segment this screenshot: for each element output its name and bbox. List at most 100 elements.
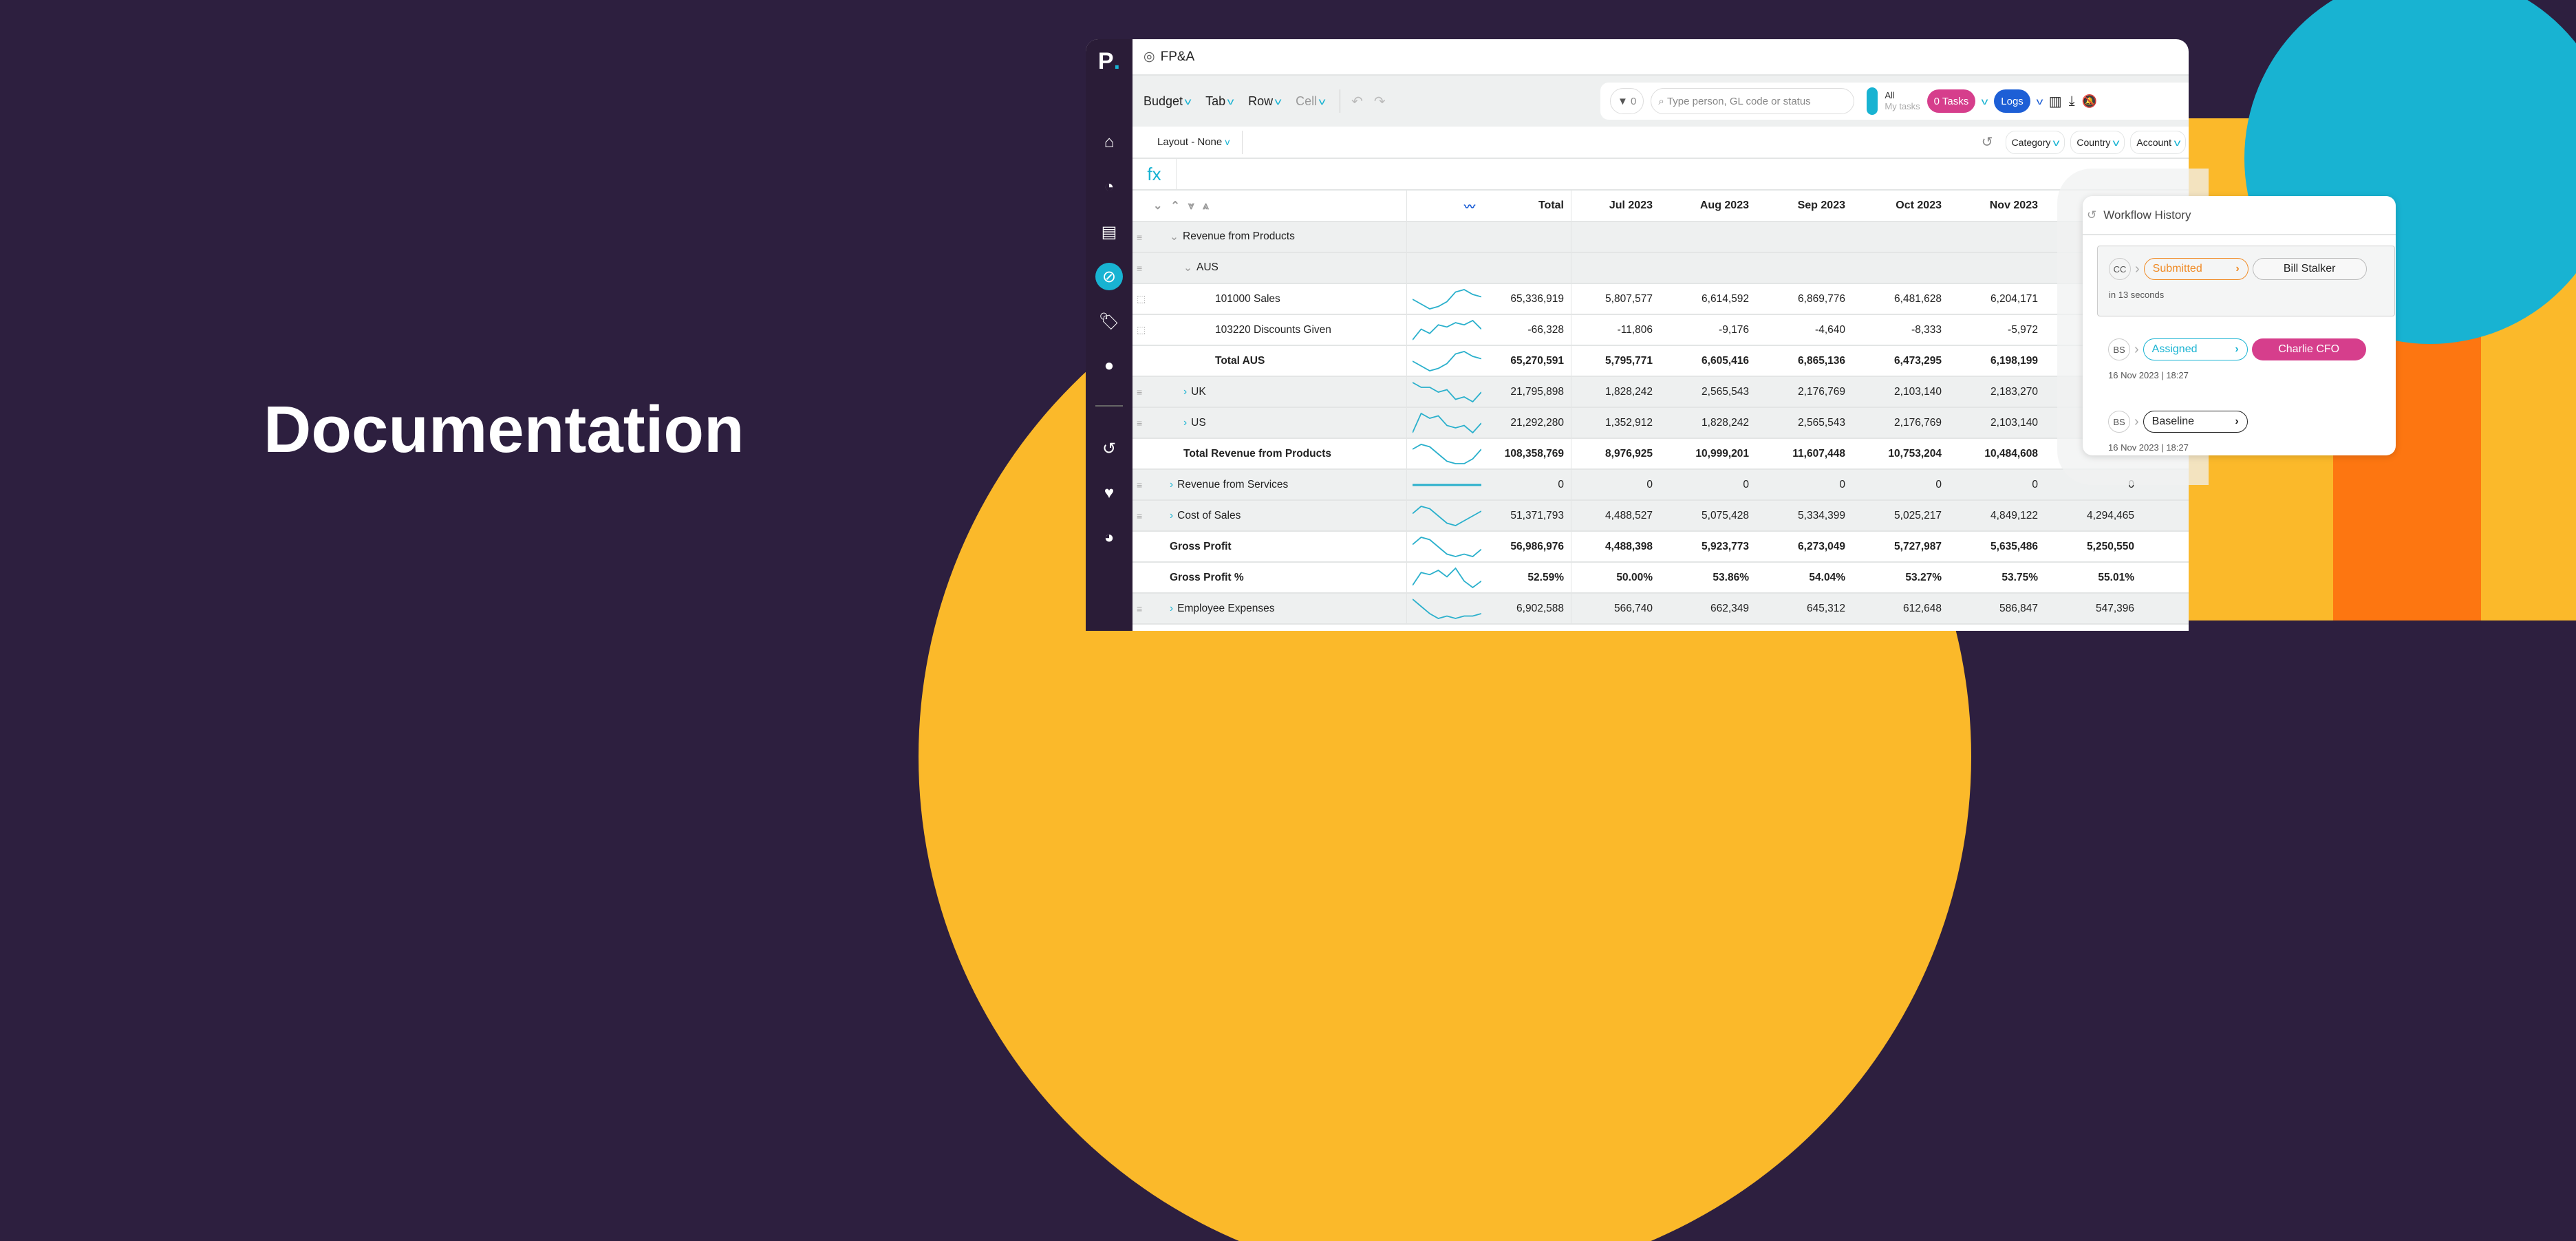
month-cell[interactable]: 6,481,628 [1894, 292, 1942, 305]
month-cell[interactable] [1860, 253, 1957, 283]
filter-category[interactable]: Category v [2005, 130, 2065, 154]
month-cell[interactable]: 0 [2032, 478, 2038, 490]
month-cell[interactable]: 5,727,987 [1894, 540, 1942, 552]
row-menu-icon[interactable]: ≡ [1137, 479, 1143, 490]
filter-button[interactable]: ▼ 0 [1610, 88, 1644, 114]
month-cell[interactable]: 2,176,769 [1798, 385, 1845, 398]
month-cell[interactable]: 2,565,543 [1702, 385, 1749, 398]
month-cell[interactable]: 53.75% [2001, 571, 2038, 583]
home-icon[interactable]: ⌂ [1104, 133, 1115, 151]
month-cell[interactable]: 662,349 [1710, 602, 1749, 614]
row-menu-icon[interactable]: ≡ [1137, 386, 1143, 398]
month-cell[interactable]: 1,352,912 [1605, 416, 1653, 429]
month-cell[interactable]: 0 [1646, 478, 1653, 490]
chevron-right-icon[interactable]: › [1183, 416, 1188, 429]
month-cell[interactable]: 6,273,049 [1798, 540, 1845, 552]
chevron-right-icon[interactable]: › [1170, 478, 1174, 490]
chevron-right-icon[interactable]: › [1170, 602, 1174, 614]
month-cell[interactable]: 53.27% [1905, 571, 1942, 583]
logs-button[interactable]: Logs [1994, 89, 2030, 113]
month-cell[interactable]: 566,740 [1613, 602, 1653, 614]
tag-icon[interactable]: 🏷 [1098, 312, 1120, 331]
month-cell[interactable] [1764, 222, 1860, 252]
chevron-down-icon[interactable]: ⌄ [1183, 262, 1192, 274]
chevron-down-icon[interactable]: v [2036, 96, 2043, 107]
month-cell[interactable] [1957, 253, 2053, 283]
month-cell[interactable]: 0 [1935, 478, 1942, 490]
logo[interactable]: P. [1097, 47, 1121, 74]
month-cell[interactable] [1860, 222, 1957, 252]
month-cell[interactable]: 50.00% [1616, 571, 1653, 583]
chevron-down-icon[interactable]: ⌄ [1170, 231, 1179, 243]
month-cell[interactable]: 645,312 [1806, 602, 1845, 614]
month-cell[interactable]: 5,795,771 [1605, 354, 1653, 367]
tasks-button[interactable]: 0 Tasks [1926, 89, 1976, 113]
month-cell[interactable]: 586,847 [1999, 602, 2038, 614]
month-cell[interactable]: 4,488,527 [1605, 509, 1653, 521]
history-icon[interactable]: ↺ [1102, 439, 1117, 458]
gauge-icon[interactable]: ◕ [1104, 528, 1115, 547]
month-cell[interactable]: 0 [1839, 478, 1845, 490]
month-cell[interactable]: 4,294,465 [2087, 509, 2134, 521]
month-cell[interactable]: 5,334,399 [1798, 509, 1845, 521]
heart-icon[interactable]: ♥ [1104, 484, 1115, 502]
month-cell[interactable]: 6,198,199 [1990, 354, 2038, 367]
month-cell[interactable]: 2,103,140 [1894, 385, 1942, 398]
month-cell[interactable]: 5,923,773 [1702, 540, 1749, 552]
filter-account[interactable]: Account v [2130, 130, 2186, 154]
formula-bar[interactable]: fx [1133, 159, 2189, 191]
menu-cell[interactable]: Cell v [1296, 94, 1325, 109]
row-menu-icon[interactable]: ≡ [1137, 603, 1143, 614]
filter-country[interactable]: Country v [2070, 130, 2125, 154]
month-cell[interactable]: 53.86% [1713, 571, 1749, 583]
chevron-down-icon[interactable]: v [1981, 96, 1988, 107]
month-cell[interactable] [1668, 222, 1764, 252]
month-cell[interactable]: -8,333 [1911, 323, 1942, 336]
row-drag-icon[interactable]: ⬚ [1137, 293, 1146, 304]
month-cell[interactable]: 10,999,201 [1695, 447, 1749, 460]
month-cell[interactable]: 6,865,136 [1798, 354, 1845, 367]
user-icon[interactable]: ● [1104, 356, 1115, 375]
month-cell[interactable]: -5,972 [2008, 323, 2038, 336]
chart-icon[interactable]: ▥ [2048, 94, 2062, 109]
month-cell[interactable]: -11,806 [1617, 323, 1653, 336]
month-cell[interactable]: 6,204,171 [1990, 292, 2038, 305]
month-cell[interactable]: 547,396 [2095, 602, 2134, 614]
month-cell[interactable]: 2,103,140 [1990, 416, 2038, 429]
month-cell[interactable]: 55.01% [2098, 571, 2134, 583]
month-cell[interactable]: 4,849,122 [1990, 509, 2038, 521]
undo-icon[interactable]: ↶ [1351, 94, 1363, 109]
row-menu-icon[interactable]: ≡ [1137, 262, 1143, 274]
month-cell[interactable]: 1,828,242 [1702, 416, 1749, 429]
month-cell[interactable]: 10,753,204 [1888, 447, 1942, 460]
status-badge[interactable]: Submitted › [2143, 258, 2248, 280]
month-cell[interactable]: 6,605,416 [1702, 354, 1749, 367]
chevron-right-icon[interactable]: › [1183, 385, 1188, 398]
month-cell[interactable]: 2,176,769 [1894, 416, 1942, 429]
menu-row[interactable]: Row v [1248, 94, 1281, 109]
month-cell[interactable]: 6,869,776 [1798, 292, 1845, 305]
month-cell[interactable]: 11,607,448 [1792, 447, 1845, 460]
pie-chart-icon[interactable]: ◔ [1104, 177, 1115, 196]
month-cell[interactable]: 6,473,295 [1894, 354, 1942, 367]
month-cell[interactable]: 5,635,486 [1990, 540, 2038, 552]
month-cell[interactable] [1571, 253, 1668, 283]
month-cell[interactable]: 2,183,270 [1990, 385, 2038, 398]
month-cell[interactable]: 612,648 [1902, 602, 1942, 614]
month-cell[interactable]: 0 [1743, 478, 1749, 490]
sparkline-toggle-icon[interactable]: 〰 [1463, 202, 1475, 213]
month-cell[interactable] [1571, 222, 1668, 252]
month-cell[interactable] [1764, 253, 1860, 283]
status-badge[interactable]: Baseline › [2143, 411, 2248, 433]
month-cell[interactable]: -4,640 [1815, 323, 1845, 336]
month-cell[interactable]: 5,807,577 [1605, 292, 1653, 305]
chevron-right-icon[interactable]: › [1170, 509, 1174, 521]
month-cell[interactable] [1668, 253, 1764, 283]
month-cell[interactable]: 4,488,398 [1605, 540, 1653, 552]
bell-off-icon[interactable]: 🔕 [2081, 94, 2097, 108]
month-cell[interactable]: 5,075,428 [1702, 509, 1749, 521]
row-drag-icon[interactable]: ⬚ [1137, 324, 1146, 335]
month-cell[interactable]: -9,176 [1719, 323, 1749, 336]
menu-budget[interactable]: Budget v [1144, 94, 1191, 109]
month-cell[interactable]: 1,828,242 [1605, 385, 1653, 398]
